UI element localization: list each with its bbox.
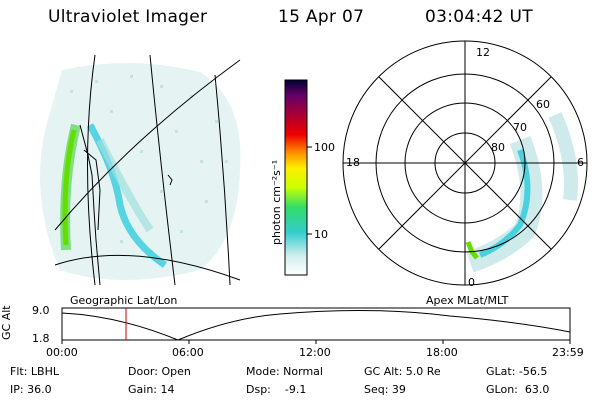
geographic-image — [40, 54, 241, 286]
glat-status: GLat: -56.5 — [486, 365, 548, 378]
altitude-timeline — [61, 307, 571, 344]
timeline-xtick-2359: 23:59 — [552, 346, 584, 359]
mlt-label-0: 0 — [468, 276, 475, 289]
door-status: Door: Open — [128, 365, 191, 378]
timeline-xtick-0600: 06:00 — [172, 346, 204, 359]
dsp-status: Dsp: -9.1 — [246, 383, 307, 396]
timeline-xtick-1800: 18:00 — [426, 346, 458, 359]
colorbar-unit-label: photon cm⁻²s⁻¹ — [270, 159, 283, 245]
mode-status: Mode: Normal — [246, 365, 323, 378]
colorbar-tick-10: 10 — [314, 228, 328, 241]
colorbar-tick-100: 100 — [314, 141, 335, 154]
polar-plot — [342, 40, 588, 286]
lat-label-80: 80 — [491, 141, 505, 154]
color-scale-bar — [284, 79, 312, 276]
apex-panel-label: Apex MLat/MLT — [426, 294, 509, 307]
gc-alt-status: GC Alt: 5.0 Re — [364, 365, 441, 378]
mlt-label-6: 6 — [577, 156, 584, 169]
ip-status: IP: 36.0 — [10, 383, 52, 396]
gain-status: Gain: 14 — [128, 383, 175, 396]
lat-label-70: 70 — [513, 121, 527, 134]
date-display: 15 Apr 07 — [278, 7, 365, 27]
glon-status: GLon: 63.0 — [486, 383, 550, 396]
timeline-ytick-top: 9.0 — [32, 304, 50, 317]
filter-status: Flt: LBHL — [10, 365, 59, 378]
mlt-label-18: 18 — [346, 156, 360, 169]
timeline-ytick-bottom: 1.8 — [32, 332, 50, 345]
mlt-label-12: 12 — [476, 46, 490, 59]
timeline-ylabel: GC Alt — [0, 305, 13, 340]
timeline-xtick-0000: 00:00 — [46, 346, 78, 359]
timeline-xtick-1200: 12:00 — [299, 346, 331, 359]
seq-status: Seq: 39 — [364, 383, 406, 396]
lat-label-60: 60 — [536, 98, 550, 111]
time-display: 03:04:42 UT — [425, 7, 533, 27]
geographic-panel-label: Geographic Lat/Lon — [70, 294, 178, 307]
instrument-title: Ultraviolet Imager — [48, 7, 208, 27]
